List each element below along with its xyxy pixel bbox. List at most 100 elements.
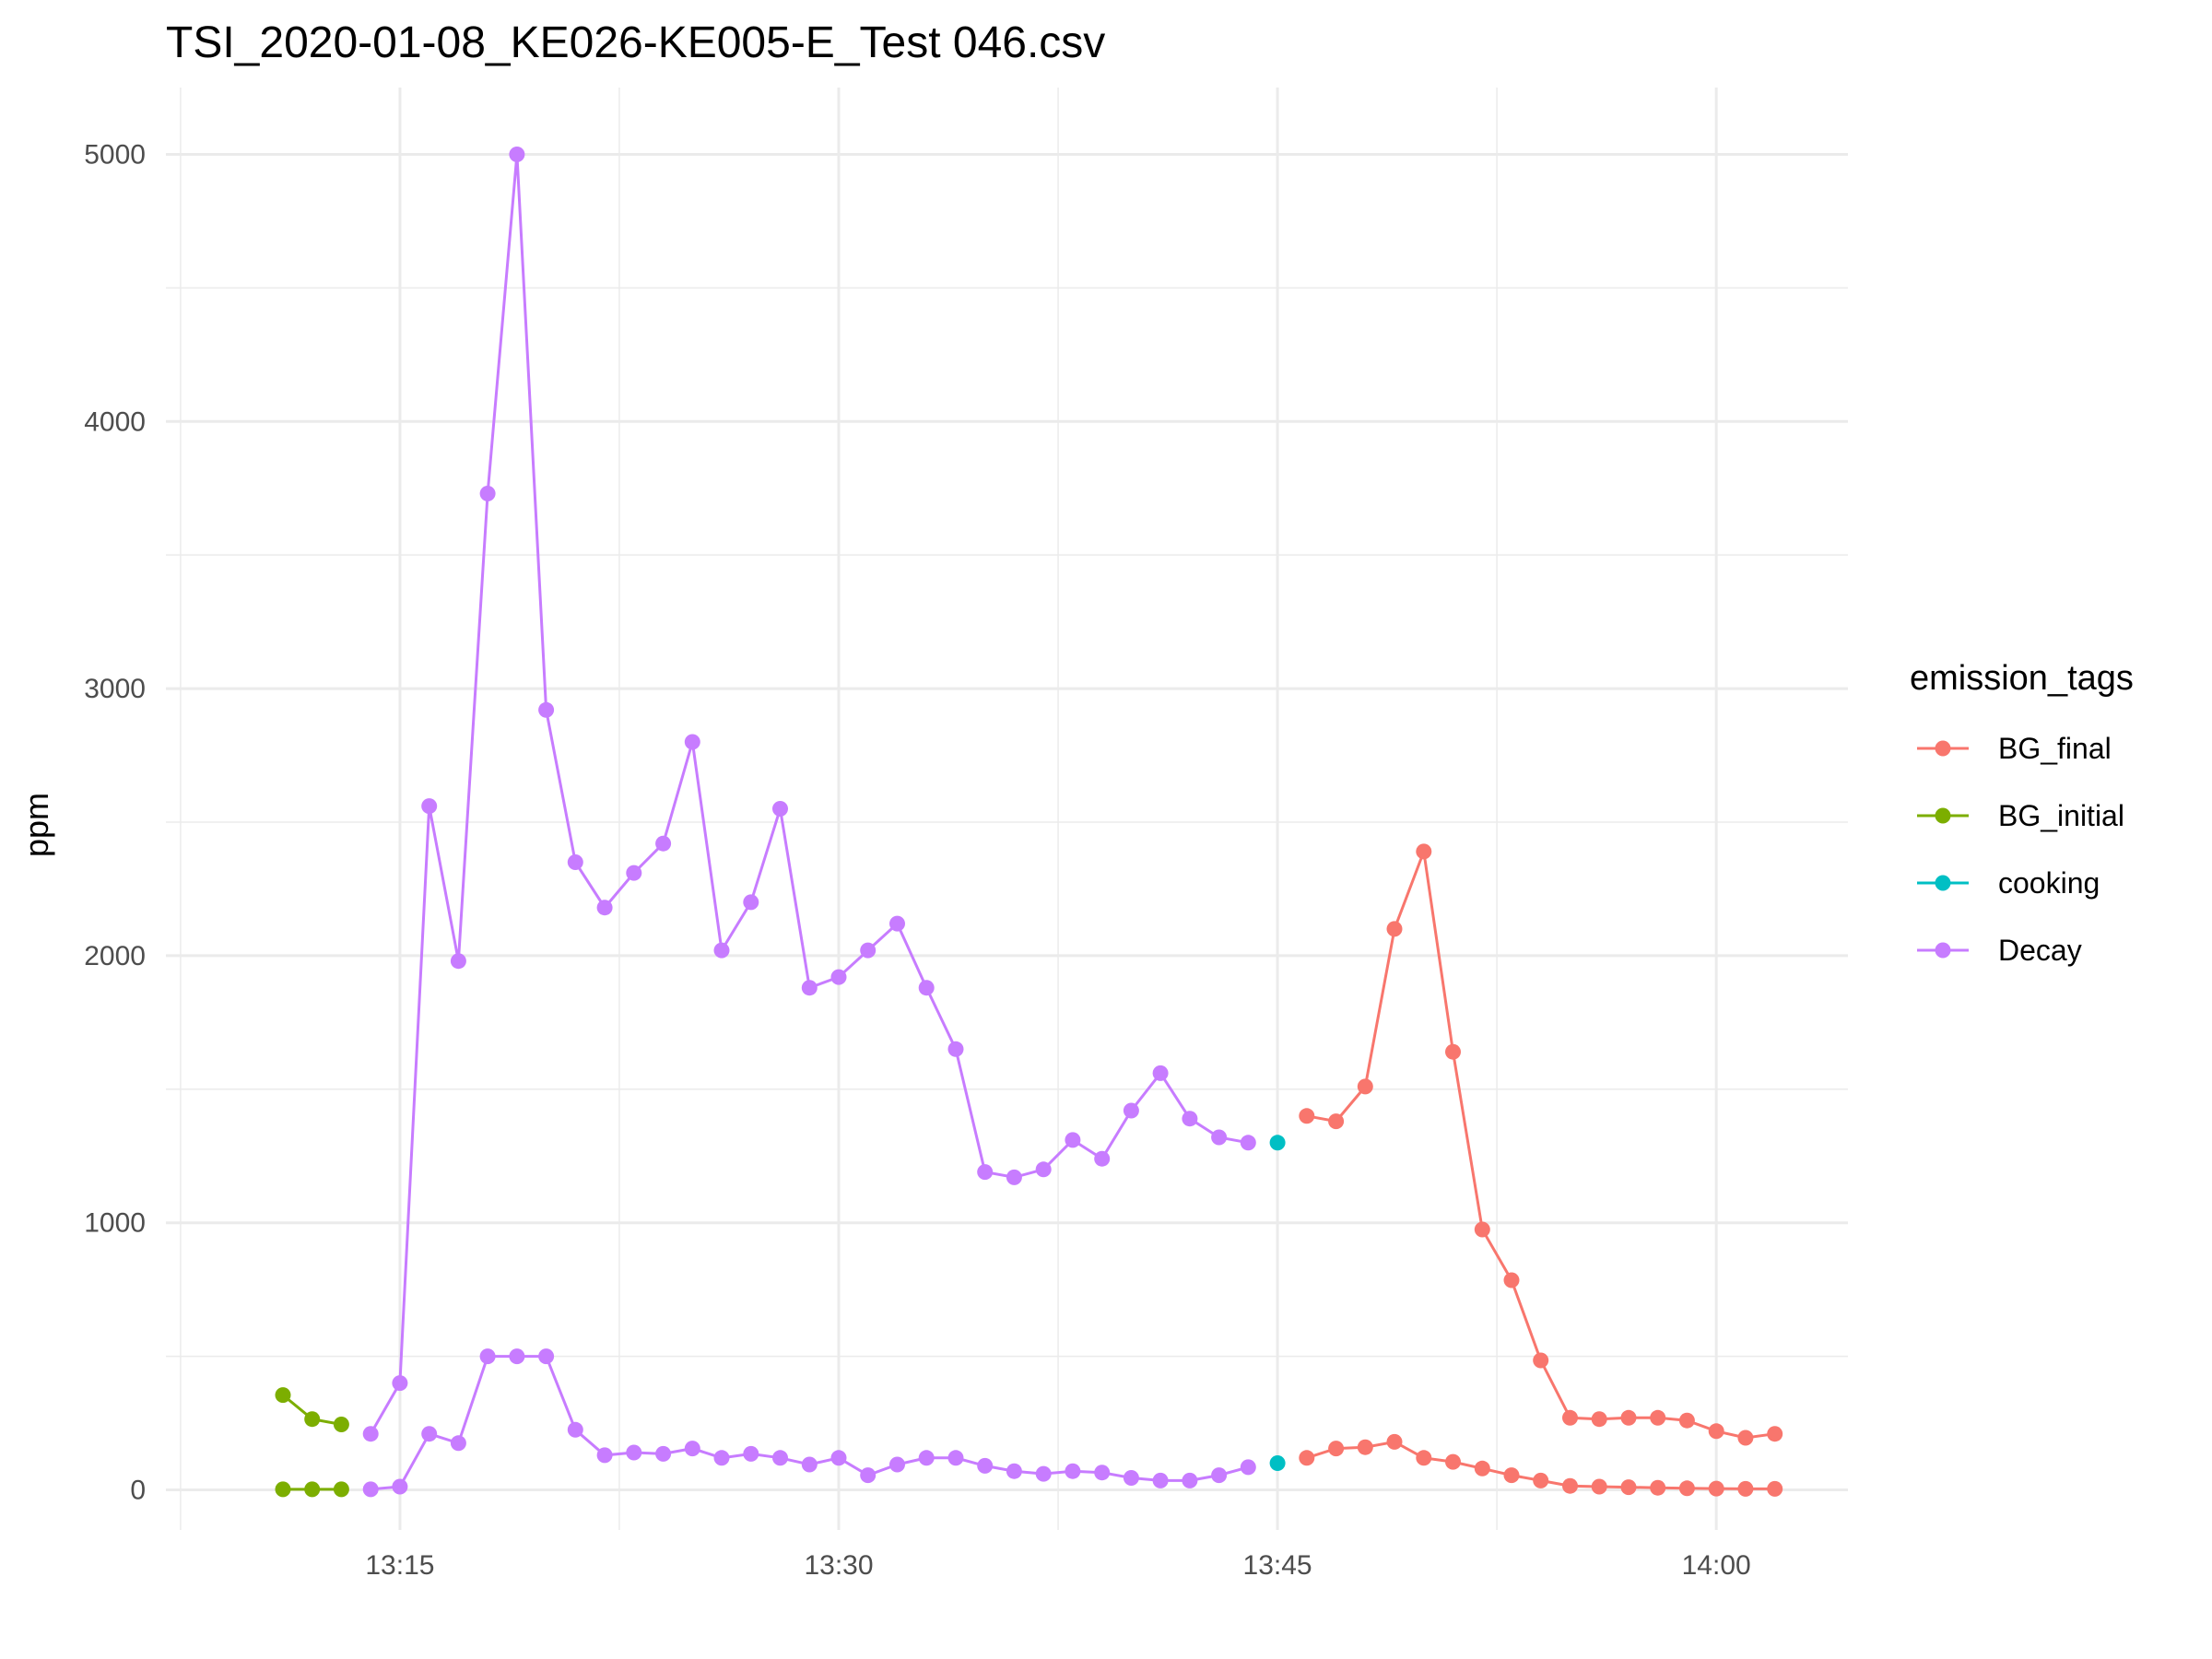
x-tick-label: 13:15 [365, 1550, 434, 1581]
x-tick-label: 13:30 [804, 1550, 873, 1581]
data-point-decay [1065, 1132, 1081, 1148]
data-point-bg-final [1445, 1043, 1461, 1060]
data-point-decay [421, 1426, 438, 1442]
data-point-bg-final [1357, 1078, 1373, 1095]
data-point-decay [509, 147, 525, 162]
data-point-decay [1182, 1472, 1198, 1488]
data-point-decay [1094, 1150, 1111, 1167]
data-point-bg-final [1416, 1450, 1432, 1466]
legend-key-point [1935, 740, 1951, 757]
data-point-bg-final [1708, 1423, 1724, 1440]
data-point-bg-initial [275, 1387, 291, 1404]
data-point-decay [684, 1441, 700, 1457]
data-point-decay [1094, 1465, 1111, 1481]
data-point-bg-final [1650, 1409, 1666, 1426]
series-line-bg-final [1306, 845, 1775, 1440]
data-point-bg-final [1562, 1409, 1578, 1426]
y-tick-label: 2000 [84, 941, 146, 971]
data-point-bg-final [1533, 1472, 1549, 1488]
data-point-cooking [1269, 1135, 1286, 1151]
data-point-decay [801, 1456, 818, 1473]
data-point-decay [684, 734, 700, 750]
legend-item-decay: Decay [1917, 934, 2082, 967]
data-point-decay [479, 486, 496, 501]
data-point-bg-final [1620, 1409, 1637, 1426]
x-tick-label: 14:00 [1682, 1550, 1751, 1581]
data-point-decay [1182, 1111, 1198, 1127]
data-point-bg-final [1737, 1430, 1754, 1446]
data-point-decay [1006, 1169, 1022, 1185]
data-point-decay [860, 942, 877, 959]
data-point-decay [1211, 1467, 1228, 1484]
data-point-bg-final [1474, 1221, 1490, 1238]
data-point-decay [1035, 1161, 1052, 1178]
data-point-bg-final [1562, 1477, 1578, 1494]
data-point-decay [479, 1348, 496, 1365]
legend-item-cooking: cooking [1917, 866, 2100, 900]
data-point-decay [772, 801, 788, 817]
data-point-bg-final [1678, 1480, 1695, 1497]
data-point-decay [947, 1450, 964, 1466]
y-tick-label: 4000 [84, 406, 146, 437]
data-point-decay [392, 1478, 408, 1495]
data-point-bg-final [1591, 1411, 1607, 1428]
data-point-bg-final [1767, 1426, 1783, 1442]
data-point-decay [1152, 1065, 1169, 1081]
data-point-bg-final [1678, 1412, 1695, 1429]
data-point-decay [713, 1450, 730, 1466]
data-point-decay [889, 915, 905, 932]
data-point-decay [977, 1164, 994, 1181]
data-point-bg-final [1620, 1479, 1637, 1496]
legend-item-bg-final: BG_final [1917, 732, 2112, 765]
data-point-decay [1123, 1470, 1139, 1486]
data-point-bg-final [1386, 921, 1403, 937]
data-point-decay [1065, 1463, 1081, 1479]
series-bg-initial [275, 1387, 349, 1498]
data-point-decay [947, 1041, 964, 1057]
data-point-decay [830, 1450, 847, 1466]
data-point-decay [1123, 1102, 1139, 1119]
data-point-decay [830, 969, 847, 985]
data-point-bg-final [1503, 1467, 1520, 1484]
data-point-decay [977, 1457, 994, 1474]
data-point-bg-final [1445, 1453, 1461, 1470]
data-point-decay [626, 865, 642, 881]
series-layer [275, 147, 1783, 1498]
data-point-bg-final [1650, 1479, 1666, 1496]
data-point-decay [1240, 1135, 1256, 1151]
x-tick-label: 13:45 [1243, 1550, 1312, 1581]
series-line-decay [369, 154, 1249, 1435]
data-point-bg-final [1299, 1450, 1315, 1466]
data-point-bg-final [1328, 1113, 1345, 1130]
data-point-bg-final [1299, 1108, 1315, 1124]
data-point-bg-final [1591, 1478, 1607, 1495]
data-point-decay [1006, 1463, 1022, 1479]
data-point-bg-initial [304, 1411, 321, 1428]
data-point-decay [538, 1348, 555, 1365]
axes: 0 1000 2000 3000 4000 5000 13:15 13:30 13:45 14:0… [84, 139, 1750, 1581]
data-point-bg-initial [333, 1481, 349, 1498]
data-point-bg-initial [304, 1481, 321, 1498]
data-point-decay [450, 1435, 466, 1452]
grid [166, 88, 1848, 1530]
data-point-decay [392, 1375, 408, 1392]
data-point-decay [450, 953, 466, 970]
data-point-decay [801, 980, 818, 996]
series-decay [362, 147, 1256, 1498]
y-tick-label: 0 [130, 1476, 146, 1506]
data-point-decay [362, 1426, 379, 1442]
legend-item-bg-initial: BG_initial [1917, 799, 2124, 832]
series-bg-final [1299, 843, 1783, 1497]
series-cooking [1269, 1135, 1286, 1471]
data-point-decay [567, 854, 583, 870]
data-point-bg-final [1708, 1480, 1724, 1497]
y-axis-title: ppm [18, 793, 55, 857]
data-point-decay [918, 980, 935, 996]
data-point-bg-final [1767, 1480, 1783, 1497]
data-point-decay [918, 1450, 935, 1466]
data-point-bg-final [1328, 1441, 1345, 1457]
data-point-decay [509, 1348, 525, 1365]
